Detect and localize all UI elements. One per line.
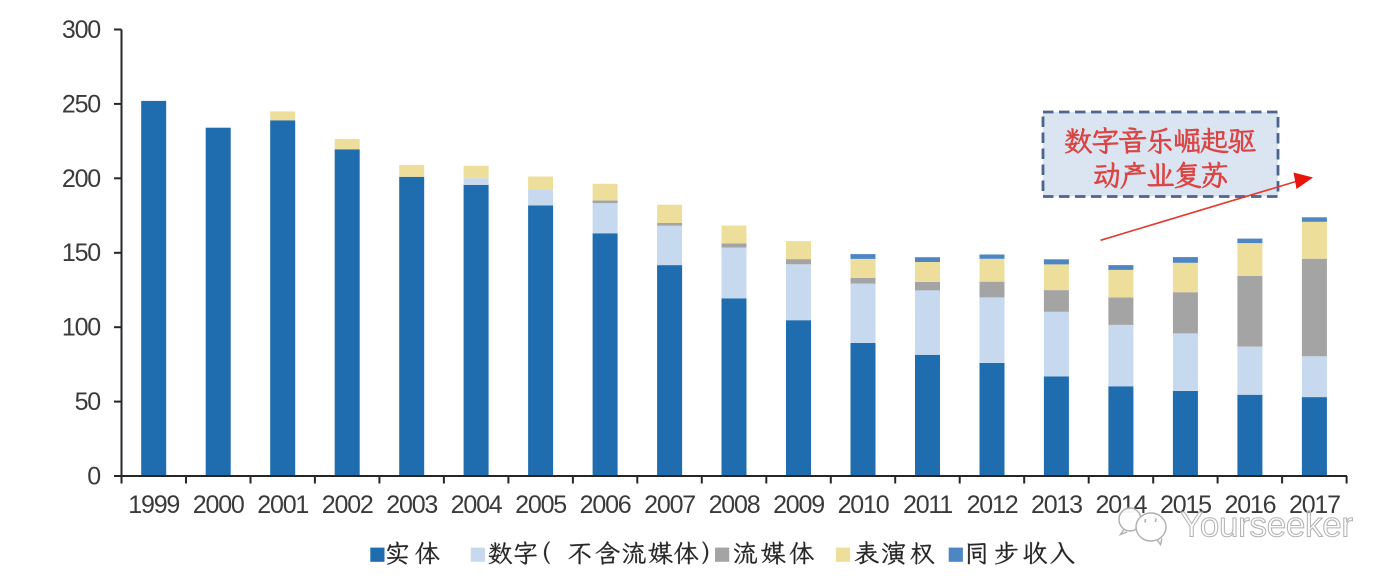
- svg-text:250: 250: [62, 90, 100, 118]
- svg-text:2012: 2012: [967, 491, 1018, 519]
- svg-text:2008: 2008: [709, 491, 760, 519]
- svg-text:2003: 2003: [386, 491, 437, 519]
- svg-text:200: 200: [62, 165, 100, 193]
- svg-text:0: 0: [87, 463, 100, 491]
- svg-text:300: 300: [62, 16, 100, 44]
- svg-text:2004: 2004: [451, 491, 503, 519]
- svg-text:2005: 2005: [515, 491, 566, 519]
- svg-text:2009: 2009: [773, 491, 824, 519]
- svg-text:2002: 2002: [322, 491, 373, 519]
- svg-text:1999: 1999: [128, 491, 179, 519]
- svg-text:2011: 2011: [903, 491, 952, 519]
- svg-text:2001: 2001: [257, 491, 308, 519]
- svg-text:2006: 2006: [580, 491, 631, 519]
- svg-text:2000: 2000: [193, 491, 244, 519]
- svg-text:150: 150: [62, 239, 100, 267]
- svg-text:2010: 2010: [838, 491, 889, 519]
- svg-text:2013: 2013: [1031, 491, 1082, 519]
- svg-text:100: 100: [62, 314, 100, 342]
- svg-text:2016: 2016: [1224, 491, 1275, 519]
- svg-text:2015: 2015: [1160, 491, 1211, 519]
- svg-text:2007: 2007: [644, 491, 695, 519]
- svg-text:2017: 2017: [1289, 491, 1340, 519]
- svg-text:50: 50: [75, 388, 101, 416]
- svg-text:Yourseeker: Yourseeker: [1180, 506, 1353, 545]
